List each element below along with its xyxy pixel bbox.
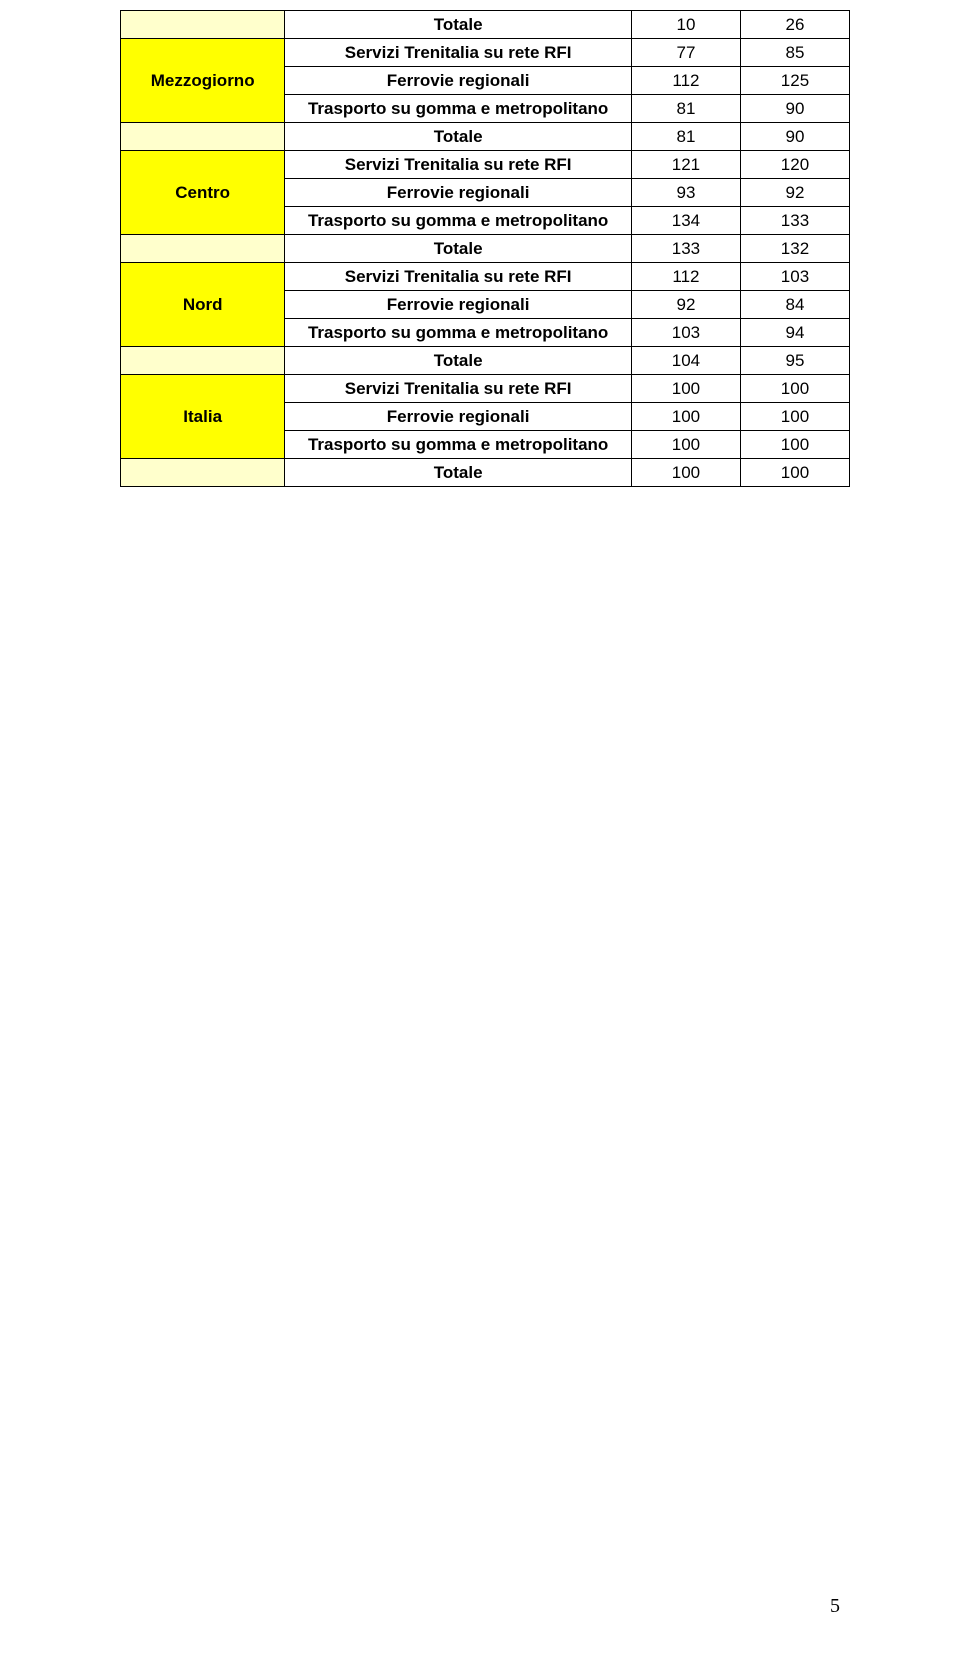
- row-label: Ferrovie regionali: [285, 67, 632, 95]
- value-col-1: 81: [631, 95, 740, 123]
- value-col-2: 125: [740, 67, 849, 95]
- row-label: Trasporto su gomma e metropolitano: [285, 431, 632, 459]
- page-number: 5: [830, 1595, 840, 1618]
- value-col-2: 26: [740, 11, 849, 39]
- value-col-2: 85: [740, 39, 849, 67]
- value-col-1: 100: [631, 375, 740, 403]
- value-col-1: 77: [631, 39, 740, 67]
- value-col-1: 10: [631, 11, 740, 39]
- region-cell: Italia: [121, 375, 285, 459]
- row-label: Servizi Trenitalia su rete RFI: [285, 263, 632, 291]
- value-col-1: 81: [631, 123, 740, 151]
- value-col-2: 95: [740, 347, 849, 375]
- row-label: Servizi Trenitalia su rete RFI: [285, 39, 632, 67]
- table-row: NordServizi Trenitalia su rete RFI112103: [121, 263, 850, 291]
- row-label: Totale: [285, 347, 632, 375]
- row-label: Servizi Trenitalia su rete RFI: [285, 151, 632, 179]
- table-row: Totale133132: [121, 235, 850, 263]
- document-page: Totale1026MezzogiornoServizi Trenitalia …: [0, 0, 960, 1678]
- value-col-1: 103: [631, 319, 740, 347]
- row-label: Totale: [285, 235, 632, 263]
- value-col-1: 100: [631, 403, 740, 431]
- row-label: Trasporto su gomma e metropolitano: [285, 319, 632, 347]
- value-col-2: 100: [740, 375, 849, 403]
- value-col-2: 90: [740, 95, 849, 123]
- left-spacer-cell: [121, 235, 285, 263]
- left-spacer-cell: [121, 459, 285, 487]
- value-col-2: 103: [740, 263, 849, 291]
- table-row: Totale100100: [121, 459, 850, 487]
- value-col-1: 134: [631, 207, 740, 235]
- row-label: Totale: [285, 11, 632, 39]
- left-spacer-cell: [121, 123, 285, 151]
- value-col-2: 132: [740, 235, 849, 263]
- value-col-2: 94: [740, 319, 849, 347]
- row-label: Trasporto su gomma e metropolitano: [285, 207, 632, 235]
- value-col-1: 133: [631, 235, 740, 263]
- value-col-2: 92: [740, 179, 849, 207]
- row-label: Ferrovie regionali: [285, 403, 632, 431]
- value-col-2: 100: [740, 403, 849, 431]
- value-col-2: 133: [740, 207, 849, 235]
- region-cell: Centro: [121, 151, 285, 235]
- data-table: Totale1026MezzogiornoServizi Trenitalia …: [120, 10, 850, 487]
- left-spacer-cell: [121, 11, 285, 39]
- value-col-2: 84: [740, 291, 849, 319]
- row-label: Ferrovie regionali: [285, 179, 632, 207]
- value-col-1: 112: [631, 263, 740, 291]
- value-col-2: 100: [740, 431, 849, 459]
- table-row: Totale8190: [121, 123, 850, 151]
- table-row: ItaliaServizi Trenitalia su rete RFI1001…: [121, 375, 850, 403]
- left-spacer-cell: [121, 347, 285, 375]
- row-label: Totale: [285, 123, 632, 151]
- table-row: Totale10495: [121, 347, 850, 375]
- region-cell: Nord: [121, 263, 285, 347]
- value-col-1: 112: [631, 67, 740, 95]
- value-col-1: 100: [631, 459, 740, 487]
- value-col-1: 100: [631, 431, 740, 459]
- value-col-1: 92: [631, 291, 740, 319]
- value-col-1: 93: [631, 179, 740, 207]
- value-col-1: 121: [631, 151, 740, 179]
- row-label: Totale: [285, 459, 632, 487]
- table-row: MezzogiornoServizi Trenitalia su rete RF…: [121, 39, 850, 67]
- table-row: Totale1026: [121, 11, 850, 39]
- value-col-2: 100: [740, 459, 849, 487]
- value-col-2: 90: [740, 123, 849, 151]
- value-col-2: 120: [740, 151, 849, 179]
- row-label: Trasporto su gomma e metropolitano: [285, 95, 632, 123]
- row-label: Servizi Trenitalia su rete RFI: [285, 375, 632, 403]
- row-label: Ferrovie regionali: [285, 291, 632, 319]
- table-row: CentroServizi Trenitalia su rete RFI1211…: [121, 151, 850, 179]
- region-cell: Mezzogiorno: [121, 39, 285, 123]
- value-col-1: 104: [631, 347, 740, 375]
